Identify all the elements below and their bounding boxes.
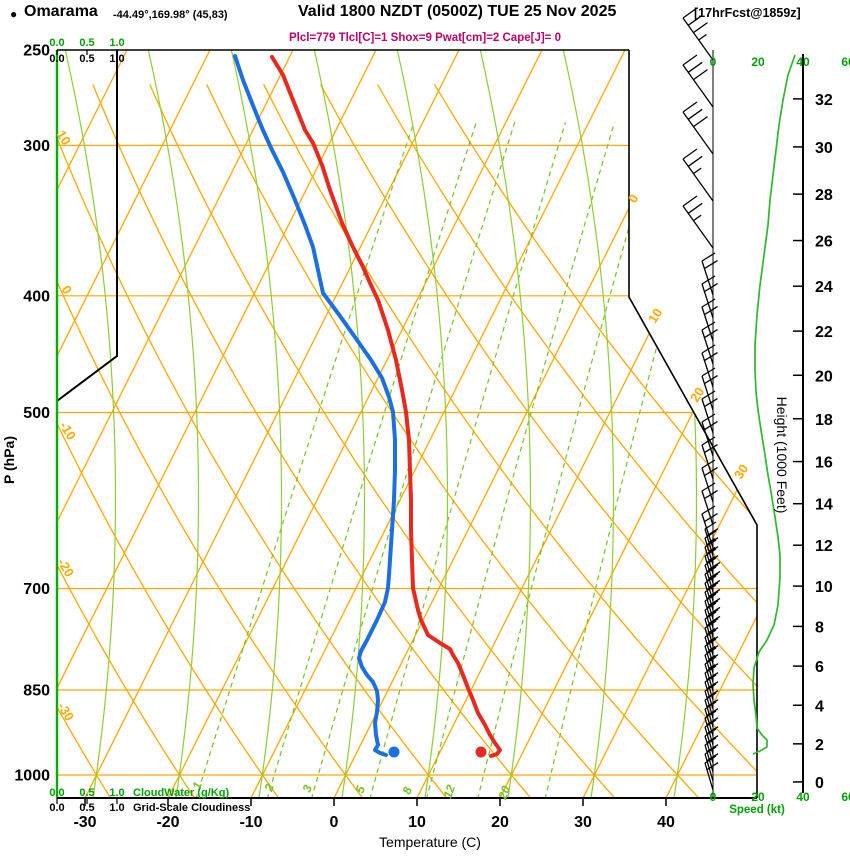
svg-text:20: 20 bbox=[751, 790, 765, 804]
svg-text:16: 16 bbox=[815, 455, 833, 472]
svg-text:20: 20 bbox=[751, 55, 765, 69]
svg-text:22: 22 bbox=[815, 324, 833, 341]
svg-text:28: 28 bbox=[815, 187, 833, 204]
svg-text:4: 4 bbox=[815, 698, 824, 715]
svg-text:30: 30 bbox=[731, 462, 751, 482]
surface-dewpoint-dot bbox=[388, 746, 400, 758]
svg-text:40: 40 bbox=[796, 790, 810, 804]
plot-frame bbox=[57, 49, 758, 799]
svg-text:0: 0 bbox=[710, 55, 717, 69]
svg-text:250: 250 bbox=[23, 43, 50, 60]
svg-text:Temperature (C): Temperature (C) bbox=[379, 834, 481, 850]
station-name: Omarama bbox=[24, 3, 98, 20]
svg-text:10: 10 bbox=[54, 128, 74, 148]
svg-text:30: 30 bbox=[815, 140, 833, 157]
svg-text:850: 850 bbox=[23, 683, 50, 700]
grid-lines bbox=[57, 50, 757, 798]
speed-curve bbox=[752, 54, 796, 755]
svg-text:P (hPa): P (hPa) bbox=[1, 436, 17, 484]
cloud-scales: 0.0 0.0 0.0 0.0 0.5 0.5 0.5 0.5 1.0 1.0 1.0 1.0 Clou… bbox=[49, 37, 250, 814]
station-coords: -44.49°,169.98° (45,83) bbox=[113, 9, 228, 21]
svg-text:6: 6 bbox=[815, 659, 824, 676]
svg-text:1.0: 1.0 bbox=[109, 787, 124, 799]
svg-text:8: 8 bbox=[815, 619, 824, 636]
svg-text:18: 18 bbox=[815, 412, 833, 429]
svg-text:8: 8 bbox=[400, 785, 416, 796]
svg-text:500: 500 bbox=[23, 405, 50, 422]
svg-text:0: 0 bbox=[710, 790, 717, 804]
svg-text:300: 300 bbox=[23, 138, 50, 155]
svg-text:20: 20 bbox=[491, 814, 509, 831]
svg-text:0.5: 0.5 bbox=[79, 53, 94, 65]
svg-text:0.0: 0.0 bbox=[49, 802, 64, 814]
svg-text:-10: -10 bbox=[239, 814, 262, 831]
svg-text:20: 20 bbox=[815, 368, 833, 385]
svg-text:32: 32 bbox=[815, 92, 833, 109]
svg-text:Height (1000 Feet): Height (1000 Feet) bbox=[774, 397, 790, 514]
svg-text:0: 0 bbox=[625, 192, 642, 206]
forecast-tag: [17hrFcst@1859z] bbox=[694, 6, 801, 20]
svg-text:0.5: 0.5 bbox=[79, 787, 94, 799]
pressure-axis: 250 300 400 500 700 850 1000 P (hPa) bbox=[1, 43, 50, 785]
svg-text:-30: -30 bbox=[73, 814, 96, 831]
svg-text:12: 12 bbox=[815, 538, 833, 555]
svg-text:60: 60 bbox=[841, 790, 850, 804]
svg-text:40: 40 bbox=[657, 814, 675, 831]
speed-scale: 00202040406060Speed (kt) bbox=[710, 55, 850, 816]
svg-text:700: 700 bbox=[23, 581, 50, 598]
svg-text:10: 10 bbox=[645, 306, 665, 326]
svg-text:Speed (kt): Speed (kt) bbox=[729, 804, 785, 816]
svg-text:-10: -10 bbox=[56, 419, 79, 443]
svg-text:1.0: 1.0 bbox=[109, 37, 124, 49]
svg-text:14: 14 bbox=[815, 497, 833, 514]
svg-text:5: 5 bbox=[353, 784, 369, 795]
svg-text:60: 60 bbox=[841, 55, 850, 69]
svg-text:0: 0 bbox=[330, 814, 339, 831]
sounding-indices: Plcl=779 Tlcl[C]=1 Shox=9 Pwat[cm]=2 Cap… bbox=[289, 32, 561, 44]
svg-text:0.5: 0.5 bbox=[79, 802, 94, 814]
svg-text:400: 400 bbox=[23, 288, 50, 305]
valid-time: Valid 1800 NZDT (0500Z) TUE 25 Nov 2025 bbox=[298, 3, 617, 20]
surface-temperature-dot bbox=[475, 746, 487, 758]
svg-text:3: 3 bbox=[300, 783, 316, 794]
svg-text:1.0: 1.0 bbox=[109, 53, 124, 65]
svg-text:10: 10 bbox=[815, 579, 833, 596]
sounding-traces bbox=[233, 54, 502, 758]
temperature-axis: -30 -20 -10 0 10 20 30 40 Temperature (C) bbox=[73, 798, 675, 850]
wind-barbs bbox=[682, 7, 721, 798]
svg-text:0: 0 bbox=[59, 283, 76, 297]
svg-text:20: 20 bbox=[495, 784, 513, 803]
svg-text:Grid-Scale Cloudiness: Grid-Scale Cloudiness bbox=[133, 802, 250, 814]
svg-text:24: 24 bbox=[815, 279, 833, 296]
title-bar: ● Omarama -44.49°,169.98° (45,83) Valid … bbox=[0, 0, 850, 30]
svg-text:0.5: 0.5 bbox=[79, 37, 94, 49]
svg-text:2: 2 bbox=[815, 737, 824, 754]
svg-text:-20: -20 bbox=[156, 814, 179, 831]
svg-text:CloudWater (g/Kg): CloudWater (g/Kg) bbox=[133, 787, 229, 799]
svg-text:1: 1 bbox=[190, 780, 206, 791]
svg-text:0.0: 0.0 bbox=[49, 53, 64, 65]
svg-text:1.0: 1.0 bbox=[109, 802, 124, 814]
station-bullet-icon: ● bbox=[10, 7, 18, 21]
svg-text:30: 30 bbox=[574, 814, 592, 831]
svg-text:0.0: 0.0 bbox=[49, 37, 64, 49]
svg-text:12: 12 bbox=[440, 783, 458, 801]
svg-text:10: 10 bbox=[408, 814, 426, 831]
svg-text:1000: 1000 bbox=[14, 768, 50, 785]
svg-text:20: 20 bbox=[687, 385, 707, 405]
svg-text:0: 0 bbox=[815, 775, 824, 792]
svg-text:26: 26 bbox=[815, 234, 833, 251]
svg-text:0.0: 0.0 bbox=[49, 787, 64, 799]
